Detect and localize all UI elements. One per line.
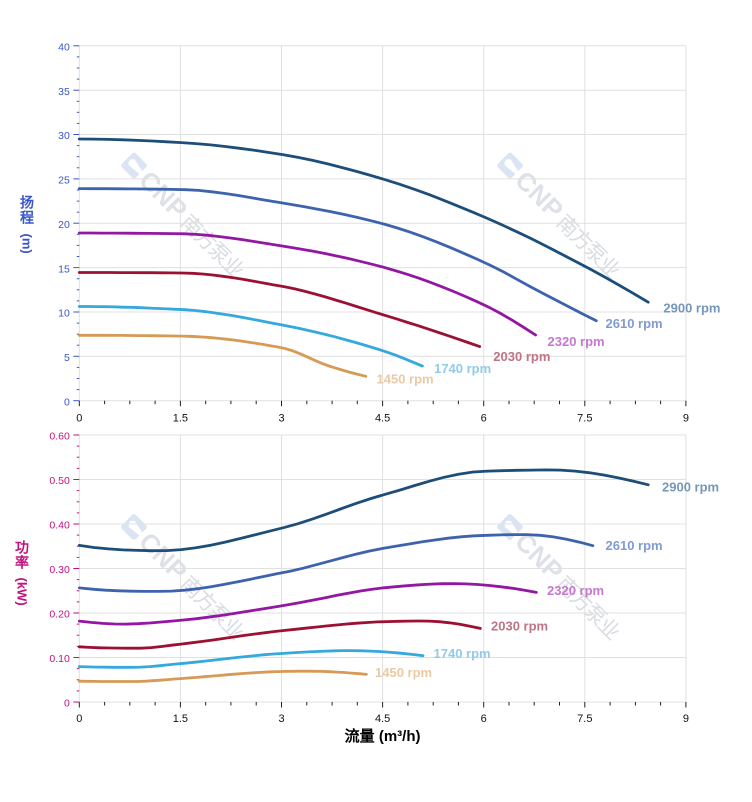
svg-text:3: 3	[278, 412, 284, 424]
svg-text:9: 9	[683, 412, 689, 424]
svg-text:1.5: 1.5	[173, 713, 188, 725]
svg-text:2320 rpm: 2320 rpm	[547, 583, 604, 598]
svg-text:7.5: 7.5	[577, 412, 592, 424]
svg-text:CNP: CNP	[133, 165, 193, 225]
svg-text:3: 3	[278, 713, 284, 725]
svg-text:1.5: 1.5	[173, 412, 188, 424]
svg-text:2610 rpm: 2610 rpm	[606, 538, 663, 553]
svg-text:1740 rpm: 1740 rpm	[434, 646, 491, 661]
svg-text:0: 0	[76, 412, 82, 424]
svg-text:4.5: 4.5	[375, 713, 390, 725]
svg-text:2610 rpm: 2610 rpm	[606, 316, 663, 331]
svg-text:(m): (m)	[20, 234, 35, 254]
svg-text:0.60: 0.60	[49, 431, 70, 443]
svg-text:扬: 扬	[20, 195, 34, 211]
svg-text:流量 (m³/h): 流量 (m³/h)	[345, 727, 421, 745]
svg-text:4.5: 4.5	[375, 412, 390, 424]
svg-text:9: 9	[683, 713, 689, 725]
svg-text:2900 rpm: 2900 rpm	[663, 300, 720, 315]
svg-text:25: 25	[58, 175, 70, 187]
svg-text:40: 40	[58, 42, 70, 54]
svg-text:6: 6	[481, 713, 487, 725]
svg-text:5: 5	[64, 352, 70, 364]
svg-text:0.30: 0.30	[49, 564, 70, 576]
svg-text:功: 功	[15, 540, 29, 556]
svg-text:1450 rpm: 1450 rpm	[375, 665, 432, 680]
svg-text:0.40: 0.40	[49, 520, 70, 532]
svg-text:0.50: 0.50	[49, 475, 70, 487]
svg-text:6: 6	[481, 412, 487, 424]
svg-text:0.20: 0.20	[49, 609, 70, 621]
svg-text:35: 35	[58, 86, 70, 98]
svg-text:20: 20	[58, 219, 70, 231]
svg-text:10: 10	[58, 308, 70, 320]
svg-text:0: 0	[76, 713, 82, 725]
svg-text:2320 rpm: 2320 rpm	[548, 334, 605, 349]
svg-text:CNP: CNP	[509, 165, 569, 225]
svg-text:程: 程	[20, 210, 34, 226]
svg-text:南方泵业: 南方泵业	[552, 211, 624, 283]
svg-text:0: 0	[64, 396, 70, 408]
svg-text:率: 率	[15, 555, 29, 571]
svg-text:2030 rpm: 2030 rpm	[493, 349, 550, 364]
svg-text:2030 rpm: 2030 rpm	[491, 618, 548, 633]
svg-text:7.5: 7.5	[577, 713, 592, 725]
svg-text:0.10: 0.10	[49, 653, 70, 665]
svg-text:1740 rpm: 1740 rpm	[434, 361, 491, 376]
svg-text:2900 rpm: 2900 rpm	[662, 479, 719, 494]
svg-text:1450 rpm: 1450 rpm	[377, 371, 434, 386]
svg-text:0: 0	[64, 698, 70, 710]
svg-text:(kW): (kW)	[14, 578, 29, 606]
svg-text:30: 30	[58, 130, 70, 142]
svg-text:15: 15	[58, 263, 70, 275]
svg-text:CNP: CNP	[133, 526, 193, 586]
